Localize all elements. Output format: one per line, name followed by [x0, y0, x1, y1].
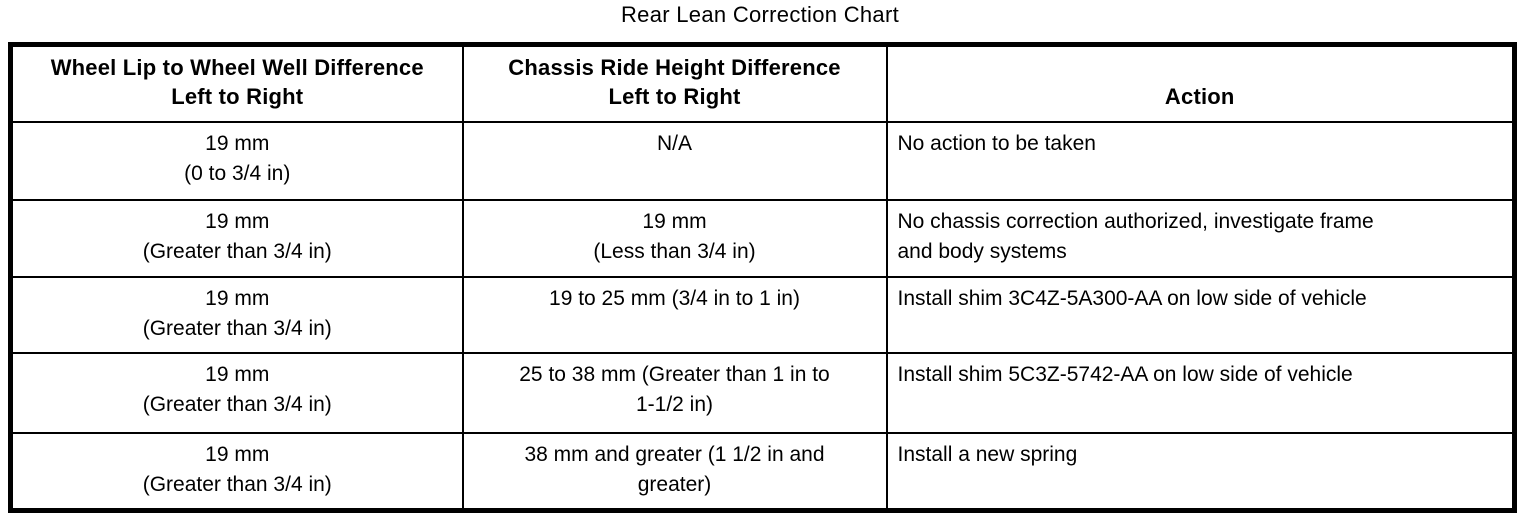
column-header-chassis-ride-height-difference: Chassis Ride Height Difference Left to R…: [461, 43, 888, 123]
action-cell: Install shim 5C3Z-5742-AA on low side of…: [885, 352, 1516, 434]
chassis-ride-height-cell: 25 to 38 mm (Greater than 1 in to 1-1/2 …: [461, 352, 888, 434]
table-row: 19 mm (Greater than 3/4 in) 25 to 38 mm …: [9, 352, 1516, 434]
column-header-action: Action: [885, 43, 1516, 123]
wheel-lip-difference-cell: 19 mm (Greater than 3/4 in): [9, 199, 464, 278]
wheel-lip-difference-cell: 19 mm (0 to 3/4 in): [9, 121, 464, 201]
chassis-ride-height-cell: N/A: [461, 121, 888, 201]
action-cell: No action to be taken: [885, 121, 1516, 201]
table-row: 19 mm (Greater than 3/4 in) 19 to 25 mm …: [9, 276, 1516, 354]
action-cell: Install a new spring: [885, 432, 1516, 511]
wheel-lip-difference-cell: 19 mm (Greater than 3/4 in): [9, 432, 464, 511]
column-header-wheel-lip-difference: Wheel Lip to Wheel Well Difference Left …: [9, 43, 464, 123]
chassis-ride-height-cell: 19 to 25 mm (3/4 in to 1 in): [461, 276, 888, 354]
wheel-lip-difference-cell: 19 mm (Greater than 3/4 in): [9, 276, 464, 354]
table-row: 19 mm (Greater than 3/4 in) 19 mm (Less …: [9, 199, 1516, 278]
action-cell: Install shim 3C4Z-5A300-AA on low side o…: [885, 276, 1516, 354]
table-row: 19 mm (0 to 3/4 in) N/A No action to be …: [9, 121, 1516, 201]
table-header-row: Wheel Lip to Wheel Well Difference Left …: [9, 43, 1516, 123]
wheel-lip-difference-cell: 19 mm (Greater than 3/4 in): [9, 352, 464, 434]
table-row: 19 mm (Greater than 3/4 in) 38 mm and gr…: [9, 432, 1516, 511]
action-cell: No chassis correction authorized, invest…: [885, 199, 1516, 278]
page-title: Rear Lean Correction Chart: [620, 2, 900, 27]
chassis-ride-height-cell: 19 mm (Less than 3/4 in): [461, 199, 888, 278]
rear-lean-correction-table: Wheel Lip to Wheel Well Difference Left …: [8, 42, 1517, 513]
chassis-ride-height-cell: 38 mm and greater (1 1/2 in and greater): [461, 432, 888, 511]
